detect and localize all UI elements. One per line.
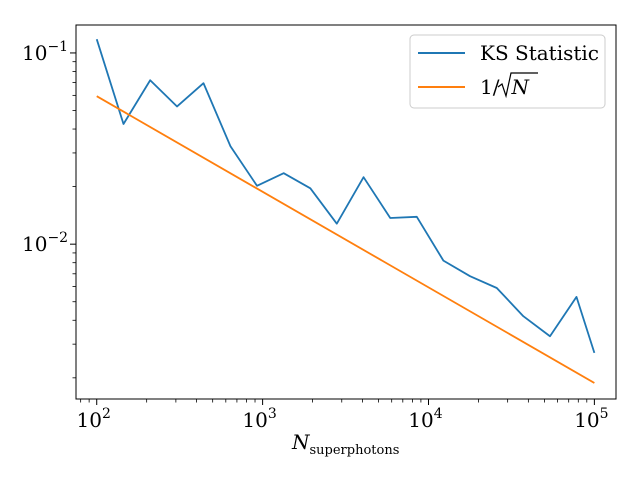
y-tick-label: 10−1 bbox=[22, 39, 68, 65]
y-axis: 10−1 10−2 bbox=[22, 39, 76, 379]
plot-frame bbox=[75, 24, 617, 400]
legend: KS Statistic 1/N bbox=[409, 34, 606, 109]
legend-sqrt-sign bbox=[497, 72, 538, 99]
x-tick-label: 103 bbox=[242, 406, 276, 432]
x-tick-label: 105 bbox=[574, 406, 608, 432]
series-line-1 bbox=[96, 95, 595, 384]
x-tick-label: 104 bbox=[408, 406, 442, 432]
x-axis: 102 103 104 105 bbox=[77, 399, 609, 432]
y-tick-label: 10−2 bbox=[22, 230, 68, 256]
plot-lines bbox=[95, 38, 596, 384]
series-line-0 bbox=[95, 38, 596, 354]
legend-label-ks: KS Statistic bbox=[480, 41, 599, 65]
x-tick-label: 102 bbox=[77, 406, 111, 432]
legend-label-invsqrt: 1/N bbox=[480, 75, 530, 99]
x-axis-label: Nsuperphotons bbox=[291, 430, 399, 458]
